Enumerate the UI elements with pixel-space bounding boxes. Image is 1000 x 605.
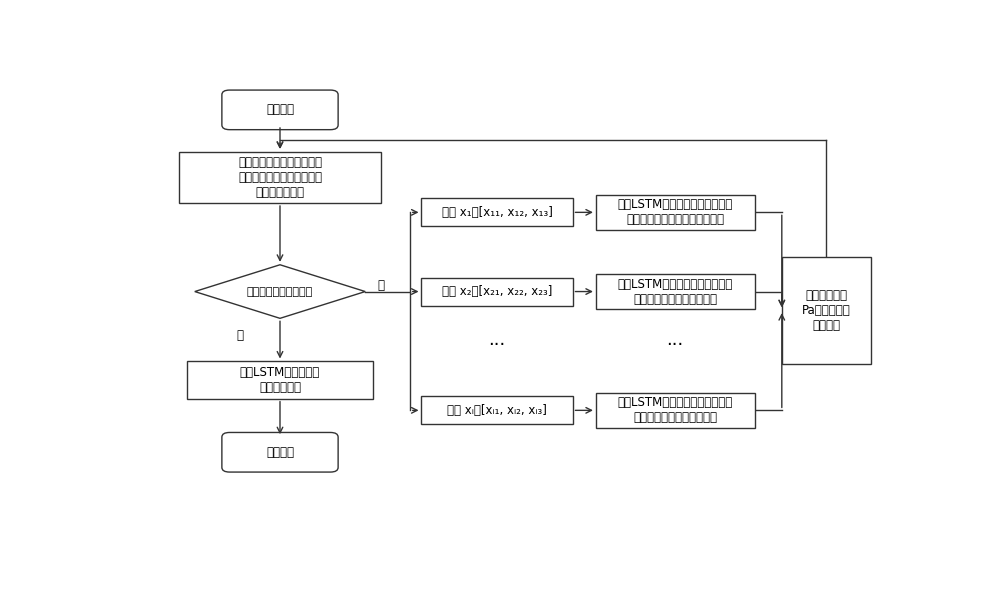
Text: ···: ··· [667, 336, 684, 354]
Bar [421, 198, 573, 226]
Text: 否: 否 [377, 279, 384, 292]
Bar [596, 393, 755, 428]
Text: 鸟窝 x₂：[x₂₁, x₂₂, x₂₃]: 鸟窝 x₂：[x₂₁, x₂₂, x₂₃] [442, 285, 552, 298]
Text: 进行LSTM模拟，计算适应度值，
利用莱维飞行更新鸟窝位置: 进行LSTM模拟，计算适应度值， 利用莱维飞行更新鸟窝位置 [618, 396, 733, 424]
Bar [179, 152, 381, 203]
FancyBboxPatch shape [222, 433, 338, 472]
FancyBboxPatch shape [222, 90, 338, 129]
Bar [421, 396, 573, 424]
Text: 鸟窝 xᵢ：[xᵢ₁, xᵢ₂, xᵢ₃]: 鸟窝 xᵢ：[xᵢ₁, xᵢ₂, xᵢ₃] [447, 404, 547, 417]
Polygon shape [195, 265, 365, 318]
Text: 算法结束: 算法结束 [266, 446, 294, 459]
Bar [782, 257, 871, 364]
Text: 算法开始: 算法开始 [266, 103, 294, 116]
Bar [596, 274, 755, 309]
Bar [596, 195, 755, 230]
Text: 根据舍弃概率
Pa选择迭代的
剩余鸟窝: 根据舍弃概率 Pa选择迭代的 剩余鸟窝 [802, 289, 851, 332]
Text: 得到LSTM最优超参数
输出预测结果: 得到LSTM最优超参数 输出预测结果 [240, 366, 320, 394]
Text: 初始化鸟窝位置，位置信息
包括批处理大小、时间步长
为和神经元数量: 初始化鸟窝位置，位置信息 包括批处理大小、时间步长 为和神经元数量 [238, 156, 322, 199]
Bar [421, 278, 573, 306]
Text: 鸟窝 x₁：[x₁₁, x₁₂, x₁₃]: 鸟窝 x₁：[x₁₁, x₁₂, x₁₃] [442, 206, 552, 219]
Bar [187, 361, 373, 399]
Text: ···: ··· [488, 336, 506, 354]
Text: 是: 是 [236, 329, 243, 342]
Text: 是否达到最大迭代次数: 是否达到最大迭代次数 [247, 287, 313, 296]
Text: 进行LSTM模拟，计算鸟窝适应度
值，利用莱维飞行更新鸟窝位置: 进行LSTM模拟，计算鸟窝适应度 值，利用莱维飞行更新鸟窝位置 [618, 198, 733, 226]
Text: 进行LSTM模拟，计算适应度值，
利用莱维飞行更新鸟窝位置: 进行LSTM模拟，计算适应度值， 利用莱维飞行更新鸟窝位置 [618, 278, 733, 306]
